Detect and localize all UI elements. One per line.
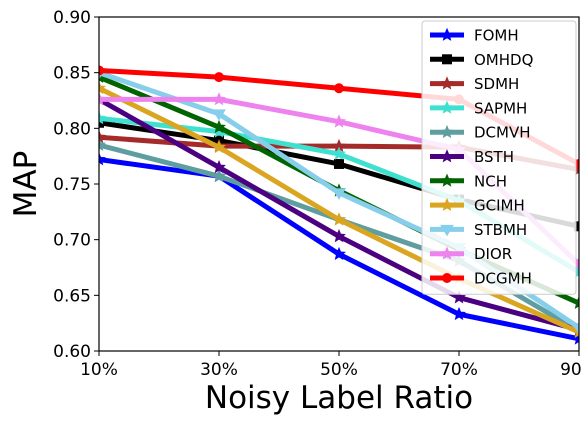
data-point-marker xyxy=(99,129,106,144)
y-tick-label: 0.80 xyxy=(53,119,91,139)
x-tick-label: 90% xyxy=(560,360,582,380)
data-point-marker xyxy=(442,54,452,65)
legend-item: NCH xyxy=(430,172,507,190)
y-axis-label: MAP xyxy=(8,151,44,218)
y-tick-label: 0.70 xyxy=(53,231,91,251)
data-point-marker xyxy=(99,65,104,76)
legend-box xyxy=(421,20,577,295)
x-axis-label: Noisy Label Ratio xyxy=(205,380,473,416)
legend-label: OMHDQ xyxy=(474,51,533,69)
x-axis: 10% 30% 50% 70% 90% xyxy=(80,351,582,380)
data-point-marker xyxy=(440,27,454,41)
data-point-marker xyxy=(442,273,452,283)
data-point-marker xyxy=(332,114,346,128)
y-tick-label: 0.85 xyxy=(53,64,91,84)
data-point-marker xyxy=(214,72,224,83)
data-point-marker xyxy=(572,295,579,310)
x-tick-label: 10% xyxy=(80,360,118,380)
data-point-marker xyxy=(99,111,106,125)
data-point-marker xyxy=(99,152,106,166)
data-point-marker xyxy=(212,119,226,134)
legend-label: NCH xyxy=(474,172,507,190)
data-point-marker xyxy=(212,109,226,121)
legend-label: DCGMH xyxy=(474,270,532,288)
data-point-marker xyxy=(212,168,226,183)
data-point-marker xyxy=(332,188,346,200)
data-point-marker xyxy=(452,306,466,321)
data-point-marker xyxy=(440,197,454,212)
data-point-marker xyxy=(99,137,106,151)
legend-item: FOMH xyxy=(430,27,519,45)
data-point-marker xyxy=(440,246,454,260)
legend-label: SAPMH xyxy=(474,99,527,117)
data-point-marker xyxy=(452,290,466,304)
data-point-marker xyxy=(99,80,106,95)
data-point-marker xyxy=(440,149,454,163)
legend-label: SDMH xyxy=(474,75,519,93)
x-tick-label: 30% xyxy=(200,360,238,380)
legend-item: DCMVH xyxy=(430,124,531,142)
data-point-marker xyxy=(440,124,454,139)
legend-label: GCIMH xyxy=(474,197,525,215)
y-tick-label: 0.65 xyxy=(53,286,91,306)
legend-label: FOMH xyxy=(474,27,519,45)
data-point-marker xyxy=(332,229,346,243)
legend-item: BSTH xyxy=(430,148,514,166)
legend-item: DIOR xyxy=(430,245,512,263)
data-point-marker xyxy=(332,246,346,261)
data-point-marker xyxy=(572,324,579,338)
data-point-marker xyxy=(332,212,346,226)
data-point-marker xyxy=(212,139,226,154)
legend-item: DCGMH xyxy=(430,270,532,288)
y-tick-label: 0.90 xyxy=(53,8,91,28)
y-tick-label: 0.75 xyxy=(53,175,91,195)
legend-item: STBMH xyxy=(430,221,527,239)
legend-label: BSTH xyxy=(474,148,514,166)
legend-label: STBMH xyxy=(474,221,527,239)
data-point-marker xyxy=(212,92,226,106)
data-point-marker xyxy=(99,92,106,106)
legend-label: DIOR xyxy=(474,245,512,263)
legend-item: SDMH xyxy=(430,75,519,93)
legend: FOMH OMHDQ SDMH SAPMH DCMVH BSTH NCH GCIMH STBMH… xyxy=(421,20,577,295)
data-point-marker xyxy=(332,146,346,160)
data-point-marker xyxy=(440,76,454,90)
x-tick-label: 50% xyxy=(320,360,358,380)
y-tick-label: 0.60 xyxy=(53,342,91,362)
data-point-marker xyxy=(212,159,226,174)
data-point-marker xyxy=(334,83,344,94)
data-point-marker xyxy=(440,173,454,187)
legend-item: GCIMH xyxy=(430,197,525,215)
y-axis: 0.60 0.65 0.70 0.75 0.80 0.85 0.90 xyxy=(53,8,99,362)
legend-item: OMHDQ xyxy=(430,51,533,69)
legend-item: SAPMH xyxy=(430,99,527,117)
x-tick-label: 70% xyxy=(440,360,478,380)
data-point-marker xyxy=(440,100,454,114)
data-point-marker xyxy=(334,158,344,169)
data-point-marker xyxy=(572,323,579,335)
data-point-marker xyxy=(440,224,454,237)
data-point-marker xyxy=(572,331,579,345)
legend-label: DCMVH xyxy=(474,124,531,142)
